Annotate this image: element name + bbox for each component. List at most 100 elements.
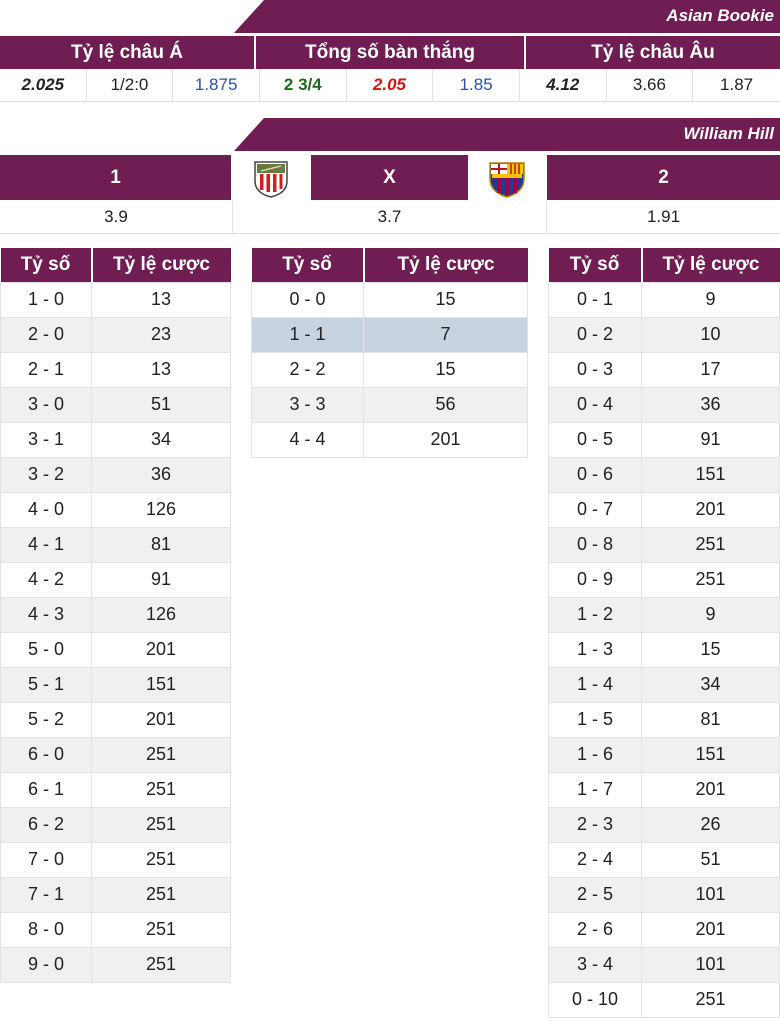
match-result-header: 1 X 2: [0, 155, 780, 200]
odds-cell: 201: [91, 631, 231, 668]
odds-cell: 23: [91, 316, 231, 353]
odds-column-header: Tỷ lệ cược: [641, 248, 780, 282]
score-cell: 0 - 5: [548, 421, 642, 458]
score-cell: 0 - 0: [251, 281, 364, 318]
score-cell: 5 - 2: [0, 701, 92, 738]
odds-cell: 126: [91, 491, 231, 528]
bookmaker-name: William Hill: [683, 124, 774, 143]
score-row: 5 - 2 201: [0, 701, 231, 738]
score-row: 0 - 9 251: [548, 561, 780, 598]
score-row: 7 - 0 251: [0, 841, 231, 878]
score-row: 1 - 0 13: [0, 281, 231, 318]
score-row: 2 - 1 13: [0, 351, 231, 388]
score-row: 1 - 3 15: [548, 631, 780, 668]
odds-cell: 201: [641, 491, 780, 528]
score-cell: 4 - 2: [0, 561, 92, 598]
score-row: 1 - 6 151: [548, 736, 780, 773]
score-row: 2 - 2 15: [251, 351, 528, 388]
score-cell: 2 - 4: [548, 841, 642, 878]
away-win-label: 2: [547, 155, 780, 200]
score-cell: 0 - 1: [548, 281, 642, 318]
score-row: 3 - 1 34: [0, 421, 231, 458]
score-row: 0 - 4 36: [548, 386, 780, 423]
score-row: 6 - 2 251: [0, 806, 231, 843]
score-cell: 1 - 2: [548, 596, 642, 633]
odds-cell: 201: [641, 911, 780, 948]
odds-cell: 34: [641, 666, 780, 703]
asian-handicap-line: 1/2:0: [87, 69, 174, 101]
score-cell: 4 - 3: [0, 596, 92, 633]
score-cell: 4 - 4: [251, 421, 364, 458]
score-row: 3 - 3 56: [251, 386, 528, 423]
odds-cell: 201: [91, 701, 231, 738]
draw-label: X: [311, 155, 468, 200]
score-cell: 0 - 4: [548, 386, 642, 423]
asian-away-odds: 1.875: [173, 69, 260, 101]
odds-cell: 251: [641, 526, 780, 563]
score-row: 4 - 1 81: [0, 526, 231, 563]
score-cell: 3 - 2: [0, 456, 92, 493]
score-cell: 0 - 10: [548, 981, 642, 1018]
odds-cell: 101: [641, 876, 780, 913]
score-cell: 1 - 6: [548, 736, 642, 773]
odds-cell: 126: [91, 596, 231, 633]
score-cell: 4 - 0: [0, 491, 92, 528]
asian-bookie-odds-row: 2.025 1/2:0 1.875 2 3/4 2.05 1.85 4.12 3…: [0, 69, 780, 102]
odds-cell: 251: [91, 946, 231, 983]
score-cell: 0 - 2: [548, 316, 642, 353]
score-cell: 5 - 1: [0, 666, 92, 703]
odds-cell: 15: [363, 281, 528, 318]
draw-odds: 3.7: [233, 200, 547, 233]
score-row: 0 - 6 151: [548, 456, 780, 493]
score-cell: 5 - 0: [0, 631, 92, 668]
score-row: 0 - 7 201: [548, 491, 780, 528]
score-row: 0 - 8 251: [548, 526, 780, 563]
athletic-bilbao-logo-icon: [251, 159, 291, 199]
odds-cell: 10: [641, 316, 780, 353]
odds-cell: 81: [91, 526, 231, 563]
score-row: 9 - 0 251: [0, 946, 231, 983]
european-odds-header: Tỷ lệ châu Âu: [526, 36, 780, 69]
score-cell: 1 - 0: [0, 281, 92, 318]
score-column-header: Tỷ số: [548, 248, 643, 282]
score-row: 0 - 0 15: [251, 281, 528, 318]
score-cell: 2 - 2: [251, 351, 364, 388]
score-cell: 3 - 3: [251, 386, 364, 423]
asian-home-odds: 2.025: [0, 69, 87, 101]
score-cell: 0 - 3: [548, 351, 642, 388]
score-row: 0 - 2 10: [548, 316, 780, 353]
score-cell: 0 - 7: [548, 491, 642, 528]
score-cell: 0 - 9: [548, 561, 642, 598]
odds-cell: 15: [363, 351, 528, 388]
odds-cell: 36: [641, 386, 780, 423]
score-cell: 2 - 6: [548, 911, 642, 948]
score-row: 1 - 4 34: [548, 666, 780, 703]
odds-cell: 91: [91, 561, 231, 598]
score-cell: 1 - 4: [548, 666, 642, 703]
odds-cell: 51: [641, 841, 780, 878]
score-row: 0 - 3 17: [548, 351, 780, 388]
score-row: 2 - 5 101: [548, 876, 780, 913]
score-cell: 1 - 5: [548, 701, 642, 738]
odds-cell: 17: [641, 351, 780, 388]
odds-cell: 251: [91, 911, 231, 948]
william-hill-banner: William Hill: [234, 118, 780, 151]
bookmaker-name: Asian Bookie: [666, 6, 774, 25]
over-odds: 2.05: [347, 69, 434, 101]
score-cell: 9 - 0: [0, 946, 92, 983]
score-row: 3 - 4 101: [548, 946, 780, 983]
under-odds: 1.85: [433, 69, 520, 101]
score-row: 4 - 4 201: [251, 421, 528, 458]
odds-category-header: Tỷ lệ châu Á Tổng số bàn thắng Tỷ lệ châ…: [0, 36, 780, 69]
asian-handicap-header: Tỷ lệ châu Á: [0, 36, 256, 69]
odds-column-header: Tỷ lệ cược: [363, 248, 528, 282]
score-row: 8 - 0 251: [0, 911, 231, 948]
score-row: 2 - 3 26: [548, 806, 780, 843]
odds-cell: 26: [641, 806, 780, 843]
odds-cell: 251: [91, 736, 231, 773]
odds-column-header: Tỷ lệ cược: [91, 248, 231, 282]
odds-cell: 251: [641, 981, 780, 1018]
score-cell: 6 - 2: [0, 806, 92, 843]
